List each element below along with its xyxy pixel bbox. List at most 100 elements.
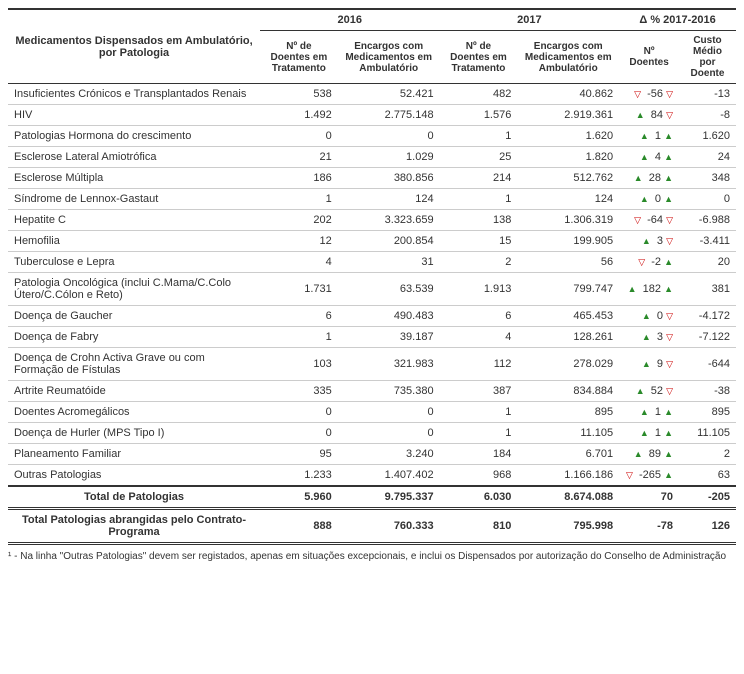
cell-e2: 465.453 [517,306,619,327]
cell-delta-doentes: ▲ 3 ▽ [619,231,679,252]
table-row: Outras Patologias1.2331.407.4029681.166.… [8,465,736,487]
cell-delta-doentes: ▲ 52 ▽ [619,381,679,402]
cell-delta-custo: 63 [679,465,736,487]
cell-d1: 538 [260,84,338,105]
cell-delta-custo: -644 [679,348,736,381]
header-year1: 2016 [260,9,440,31]
header-year2: 2017 [440,9,620,31]
cell-d1: 202 [260,210,338,231]
cell-d2: 112 [440,348,518,381]
cell-d1: 103 [260,348,338,381]
cell-d1: 335 [260,381,338,402]
cell-e1: 31 [338,252,440,273]
cell-delta-custo: 895 [679,402,736,423]
col-doentes-2016: Nº de Doentes em Tratamento [260,31,338,84]
cell-d2: 1 [440,189,518,210]
cell-e2: 124 [517,189,619,210]
row-label: Outras Patologias [8,465,260,487]
cell-e1: 3.240 [338,444,440,465]
cell-e2: 834.884 [517,381,619,402]
row-label: Doença de Fabry [8,327,260,348]
cell-e2: 11.105 [517,423,619,444]
row-label: Tuberculose e Lepra [8,252,260,273]
row-label: Doença de Crohn Activa Grave ou com Form… [8,348,260,381]
cell-delta-doentes: ▲ 1 ▲ [619,126,679,147]
cell-delta-doentes: ▲ 0 ▽ [619,306,679,327]
grand-label: Total Patologias abrangidas pelo Contrat… [8,509,260,544]
cell-delta-custo: -3.411 [679,231,736,252]
table-row: Planeamento Familiar953.2401846.701▲ 89 … [8,444,736,465]
total-row: Total de Patologias5.9609.795.3376.0308.… [8,486,736,509]
cell-e2: 2.919.361 [517,105,619,126]
table-row: Patologias Hormona do crescimento0011.62… [8,126,736,147]
row-label: Insuficientes Crónicos e Transplantados … [8,84,260,105]
row-label: Patologias Hormona do crescimento [8,126,260,147]
cell-e2: 56 [517,252,619,273]
cell-d1: 1 [260,189,338,210]
cell-d1: 12 [260,231,338,252]
medication-table: Medicamentos Dispensados em Ambulatório,… [8,8,736,545]
row-label: HIV [8,105,260,126]
table-row: Doença de Fabry139.1874128.261▲ 3 ▽-7.12… [8,327,736,348]
table-row: Hepatite C2023.323.6591381.306.319▽ -64 … [8,210,736,231]
cell-delta-doentes: ▽ -56 ▽ [619,84,679,105]
cell-delta-doentes: ▽ -2 ▲ [619,252,679,273]
cell-d1: 0 [260,423,338,444]
cell-d1: 6 [260,306,338,327]
cell-e2: 199.905 [517,231,619,252]
cell-delta-custo: 381 [679,273,736,306]
cell-e2: 1.306.319 [517,210,619,231]
row-label: Doença de Hurler (MPS Tipo I) [8,423,260,444]
cell-delta-doentes: ▲ 84 ▽ [619,105,679,126]
cell-d1: 4 [260,252,338,273]
cell-d2: 482 [440,84,518,105]
table-row: Artrite Reumatóide335735.380387834.884▲ … [8,381,736,402]
cell-e1: 63.539 [338,273,440,306]
cell-d2: 1 [440,423,518,444]
cell-e2: 1.820 [517,147,619,168]
row-label: Hepatite C [8,210,260,231]
header-title: Medicamentos Dispensados em Ambulatório,… [8,9,260,84]
cell-e2: 1.166.186 [517,465,619,487]
table-row: Tuberculose e Lepra431256▽ -2 ▲20 [8,252,736,273]
cell-e2: 1.620 [517,126,619,147]
cell-d1: 1 [260,327,338,348]
cell-delta-doentes: ▲ 28 ▲ [619,168,679,189]
table-row: Doentes Acromegálicos001895▲ 1 ▲895 [8,402,736,423]
cell-e1: 200.854 [338,231,440,252]
cell-d2: 138 [440,210,518,231]
cell-delta-doentes: ▲ 4 ▲ [619,147,679,168]
cell-e1: 1.029 [338,147,440,168]
header-delta: Δ % 2017-2016 [619,9,736,31]
cell-delta-custo: -13 [679,84,736,105]
cell-delta-custo: 11.105 [679,423,736,444]
cell-d1: 1.233 [260,465,338,487]
cell-e1: 0 [338,126,440,147]
row-label: Planeamento Familiar [8,444,260,465]
table-row: Insuficientes Crónicos e Transplantados … [8,84,736,105]
cell-d1: 21 [260,147,338,168]
row-label: Patologia Oncológica (inclui C.Mama/C.Co… [8,273,260,306]
table-row: Síndrome de Lennox-Gastaut11241124▲ 0 ▲0 [8,189,736,210]
col-delta-doentes: Nº Doentes [619,31,679,84]
cell-delta-doentes: ▲ 3 ▽ [619,327,679,348]
cell-delta-doentes: ▲ 89 ▲ [619,444,679,465]
col-encargos-2016: Encargos com Medicamentos em Ambulatório [338,31,440,84]
footnote: ¹ - Na linha "Outras Patologias" devem s… [8,551,736,562]
cell-d2: 15 [440,231,518,252]
cell-d2: 6 [440,306,518,327]
cell-d2: 387 [440,381,518,402]
col-encargos-2017: Encargos com Medicamentos em Ambulatório [517,31,619,84]
cell-delta-custo: 1.620 [679,126,736,147]
cell-e1: 490.483 [338,306,440,327]
cell-e1: 39.187 [338,327,440,348]
cell-e2: 128.261 [517,327,619,348]
cell-d2: 968 [440,465,518,487]
cell-e2: 512.762 [517,168,619,189]
cell-e1: 0 [338,402,440,423]
cell-d1: 1.492 [260,105,338,126]
table-row: Doença de Gaucher6490.4836465.453▲ 0 ▽-4… [8,306,736,327]
cell-d1: 1.731 [260,273,338,306]
cell-e2: 895 [517,402,619,423]
table-row: Doença de Crohn Activa Grave ou com Form… [8,348,736,381]
